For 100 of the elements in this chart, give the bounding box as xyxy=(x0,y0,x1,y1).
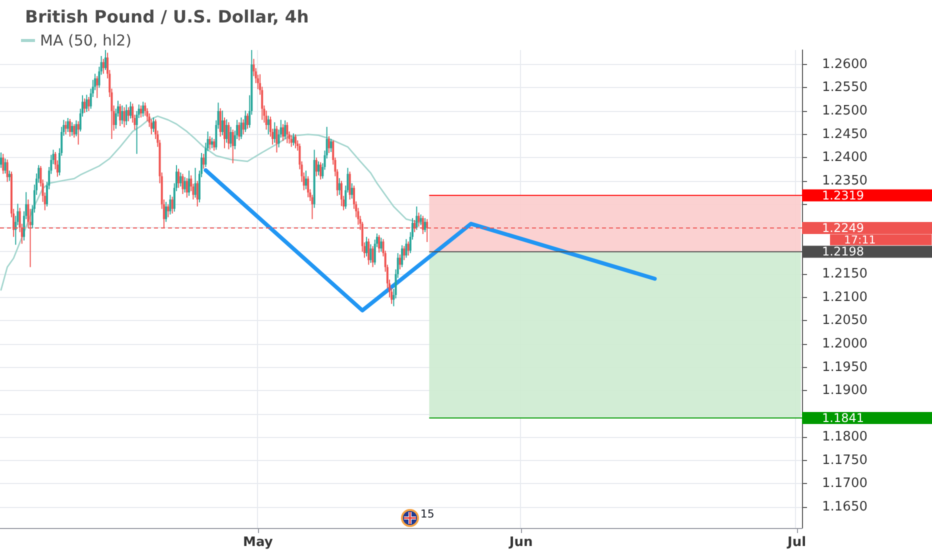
y-tick-label: 1.2450 xyxy=(822,126,868,142)
candlestick xyxy=(372,246,374,268)
candlestick xyxy=(403,246,406,260)
candlestick xyxy=(194,168,196,198)
candlestick xyxy=(424,218,426,232)
candlestick xyxy=(125,104,128,126)
candlestick xyxy=(140,105,142,118)
y-tick-label: 1.2500 xyxy=(822,104,868,119)
y-tick-label: 1.2400 xyxy=(822,150,868,166)
candlestick xyxy=(368,238,370,265)
candlestick xyxy=(0,152,2,168)
candlestick xyxy=(286,122,288,144)
candlestick xyxy=(315,158,318,176)
candlestick xyxy=(2,154,4,174)
candlestick xyxy=(102,58,104,74)
y-tick-label: 1.1700 xyxy=(822,476,868,492)
candlestick xyxy=(292,133,294,146)
candlestick xyxy=(171,196,174,214)
candlestick xyxy=(240,118,242,139)
candlestick xyxy=(210,138,213,148)
candlestick xyxy=(370,244,372,263)
candlestick xyxy=(416,206,418,230)
candlestick xyxy=(77,121,80,145)
candlestick xyxy=(401,245,404,268)
candlestick xyxy=(318,161,320,176)
candlestick xyxy=(202,154,205,169)
candlestick xyxy=(380,238,382,252)
candlestick xyxy=(6,159,8,182)
y-tick-label: 1.2350 xyxy=(822,173,868,188)
candlestick xyxy=(169,194,172,214)
candlestick xyxy=(130,102,132,118)
candlestick xyxy=(64,121,67,134)
candlestick xyxy=(73,124,76,138)
x-tick-label: Jul xyxy=(786,535,806,550)
candlestick xyxy=(104,50,106,70)
candlestick xyxy=(282,124,284,141)
y-tick-label: 1.1650 xyxy=(822,500,868,515)
candlestick xyxy=(86,94,88,112)
y-tick-label: 1.1900 xyxy=(822,383,868,398)
candlestick xyxy=(167,204,170,218)
candlestick xyxy=(188,170,190,196)
candlestick xyxy=(119,104,122,126)
candlestick xyxy=(338,178,340,195)
candlestick xyxy=(121,105,124,124)
ref-line-label: 1.1841 xyxy=(822,411,864,426)
candlestick xyxy=(123,107,126,128)
candlestick xyxy=(84,98,86,113)
legend-label: MA (50, hl2) xyxy=(40,32,132,50)
candlestick xyxy=(232,130,234,164)
y-tick-label: 1.1800 xyxy=(822,430,868,445)
candlestick xyxy=(274,122,276,143)
ref-line-label: 1.2319 xyxy=(822,188,864,202)
annotation: 15 xyxy=(420,508,434,520)
candlestick xyxy=(208,136,211,150)
candlestick xyxy=(182,174,184,194)
candlestick xyxy=(304,170,307,190)
candlestick xyxy=(178,168,180,188)
line-series xyxy=(204,168,657,312)
candlestick xyxy=(320,162,322,180)
candlestick xyxy=(407,241,410,256)
candlestick xyxy=(4,158,6,174)
y-tick-label: 1.2000 xyxy=(822,336,868,352)
candlestick xyxy=(221,110,224,136)
candlestick xyxy=(244,110,246,132)
candlestick xyxy=(284,120,286,139)
candlestick xyxy=(418,212,420,227)
candlestick xyxy=(96,76,98,98)
candlestick xyxy=(294,134,297,148)
candlestick xyxy=(366,236,368,256)
candlestick xyxy=(398,254,401,270)
candlestick xyxy=(348,172,351,200)
candlestick xyxy=(8,170,10,181)
text: 17:11 xyxy=(844,233,876,246)
y-tick-label: 1.2550 xyxy=(822,80,868,96)
chart-title: British Pound / U.S. Dollar, 4h xyxy=(25,8,309,28)
ref-line-label: 1.2249 xyxy=(822,220,864,235)
candlestick xyxy=(71,122,74,136)
candlestick xyxy=(242,119,244,134)
candlestick xyxy=(340,180,342,206)
ref-line-label: 1.2198 xyxy=(822,244,864,259)
y-tick-label: 1.1750 xyxy=(822,452,868,468)
candlestick xyxy=(307,176,310,198)
candlestick xyxy=(290,135,292,147)
candlestick xyxy=(328,136,330,153)
candlestick xyxy=(213,138,216,151)
candlestick xyxy=(238,122,240,140)
candlestick xyxy=(330,138,332,152)
candlestick xyxy=(75,120,78,136)
candlestick xyxy=(152,118,155,132)
candlestick xyxy=(68,118,71,137)
y-tick-label: 1.1950 xyxy=(822,360,868,375)
candlestick xyxy=(66,118,69,132)
candlestick xyxy=(127,107,130,122)
candlestick xyxy=(224,118,226,148)
candlestick xyxy=(230,126,232,148)
candlestick xyxy=(313,150,316,208)
candlestick xyxy=(88,97,90,112)
candlestick xyxy=(186,178,188,198)
y-tick-label: 1.2100 xyxy=(822,290,868,305)
candlestick xyxy=(246,113,248,129)
